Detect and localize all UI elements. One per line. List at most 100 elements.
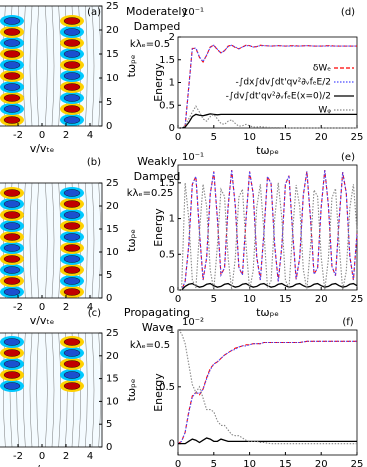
x-tick-label: 5	[211, 132, 217, 143]
x-tick-label: 10	[243, 294, 256, 305]
x-tick-label: 0	[175, 294, 181, 305]
contour-line	[45, 333, 48, 447]
x-tick-label: 15	[279, 294, 292, 305]
panel-label: (e)	[341, 152, 355, 163]
contour-core	[63, 288, 81, 296]
contour-core	[63, 382, 81, 390]
y-tick-label: 5	[106, 97, 112, 108]
y-tick-label: 1	[169, 214, 175, 225]
x-tick-label: 2	[63, 302, 69, 313]
x-tick-label: 15	[279, 459, 292, 467]
y-tick-label: 10	[106, 73, 119, 84]
x-tick-label: -2	[13, 302, 23, 313]
x-tick-label: 4	[87, 130, 93, 141]
x-axis-label: v/vₜₑ	[30, 463, 55, 467]
contour-core	[63, 116, 81, 124]
contour-core	[63, 189, 81, 197]
data-line	[177, 340, 357, 445]
y-tick-label: 2	[169, 32, 175, 43]
x-tick-label: 0	[39, 130, 45, 141]
contour-field	[0, 183, 102, 298]
x-tick-label: 10	[243, 132, 256, 143]
contour-core	[3, 233, 21, 241]
contour-core	[63, 360, 81, 368]
x-tick-label: 20	[315, 132, 328, 143]
x-tick-label: 10	[243, 459, 256, 467]
exponent-label: 10⁻¹	[182, 152, 204, 163]
data-line	[177, 329, 357, 445]
contour-line	[23, 333, 26, 447]
y-tick-label: 1	[169, 78, 175, 89]
contour-core	[63, 233, 81, 241]
y-axis-label: Energy	[152, 373, 165, 412]
y-axis-label: tωₚₑ	[125, 379, 138, 402]
x-axis-label: tωₚₑ	[256, 144, 279, 157]
contour-line	[98, 333, 101, 447]
y-tick-label: 10	[106, 247, 119, 258]
x-tick-label: 25	[351, 132, 364, 143]
x-tick-label: 2	[63, 451, 69, 462]
contour-core	[3, 50, 21, 58]
data-line	[178, 44, 357, 129]
x-tick-label: 20	[315, 294, 328, 305]
contour-field	[0, 333, 102, 447]
panel-label: (f)	[342, 317, 353, 328]
y-tick-label: 0	[106, 121, 112, 132]
contour-line	[45, 183, 48, 298]
contour-core	[3, 105, 21, 113]
data-line	[178, 437, 357, 445]
legend-label: -∫dv∫dt'qv²∂ᵥfₑE(x=0)/2	[226, 92, 331, 102]
y-tick-label: 5	[106, 419, 112, 430]
panel-title: Propagating	[124, 306, 190, 319]
x-tick-label: 4	[87, 302, 93, 313]
contour-line	[91, 333, 95, 447]
panel-subtitle: kλₑ=0.5	[130, 340, 170, 351]
panel-label: (b)	[87, 157, 101, 168]
contour-core	[63, 17, 81, 25]
y-tick-label: 20	[106, 201, 119, 212]
panel-title: Damped	[134, 170, 181, 183]
y-tick-label: 0	[169, 123, 175, 134]
y-tick-label: 5	[106, 270, 112, 281]
contour-core	[63, 277, 81, 285]
contour-core	[3, 116, 21, 124]
panel-subtitle: kλₑ=0.5	[130, 39, 170, 50]
contour-core	[3, 338, 21, 346]
contour-core	[3, 382, 21, 390]
contour-line	[29, 183, 33, 298]
y-axis-label: Energy	[152, 63, 165, 102]
x-tick-label: 0	[39, 302, 45, 313]
contour-core	[63, 61, 81, 69]
contour-line	[58, 183, 61, 298]
y-axis-label: Energy	[152, 208, 165, 247]
contour-core	[63, 105, 81, 113]
data-line	[178, 169, 358, 291]
panel-subtitle: kλₑ=0.25	[127, 188, 174, 199]
contour-line	[51, 333, 55, 447]
contour-core	[3, 277, 21, 285]
contour-core	[63, 338, 81, 346]
contour-field	[0, 6, 102, 126]
contour-line	[98, 6, 101, 126]
contour-line	[51, 6, 55, 126]
y-tick-label: 0.5	[159, 249, 175, 260]
panel-title: Wave	[142, 321, 172, 334]
contour-core	[3, 200, 21, 208]
panel-title: Moderately	[126, 5, 188, 18]
x-axis-label: v/vₜₑ	[30, 314, 55, 327]
contour-line	[85, 333, 88, 447]
panel-label: (a)	[87, 7, 101, 18]
y-tick-label: 15	[106, 374, 119, 385]
legend-label: -∫dx∫dv∫dt'qv²∂ᵥfₑE/2	[235, 78, 331, 88]
contour-core	[63, 266, 81, 274]
contour-line	[45, 6, 48, 126]
y-tick-label: 25	[106, 328, 119, 339]
data-line	[178, 282, 358, 291]
contour-core	[3, 371, 21, 379]
exponent-label: 10⁻²	[182, 317, 204, 328]
contour-line	[98, 183, 101, 298]
contour-core	[63, 83, 81, 91]
y-tick-label: 10	[106, 396, 119, 407]
plot-frame	[177, 164, 358, 291]
